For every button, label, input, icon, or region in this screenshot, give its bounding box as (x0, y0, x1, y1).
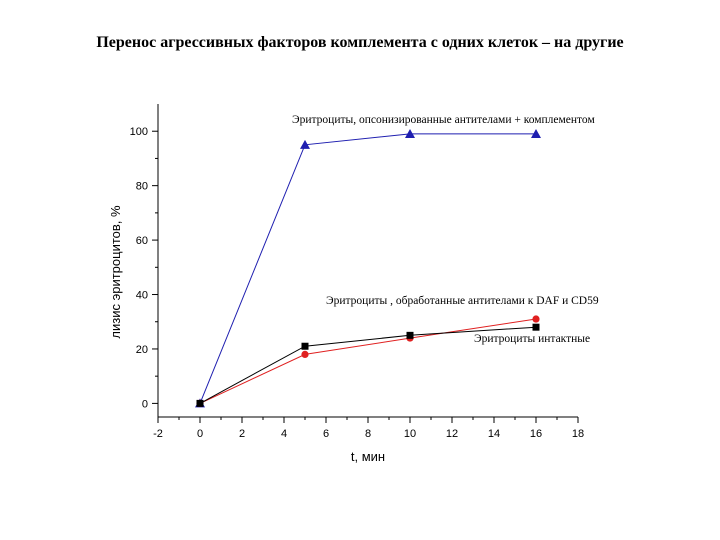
series-2 (196, 315, 540, 407)
x-tick-label: 2 (239, 428, 245, 440)
data-point (300, 139, 310, 149)
slide-title: Перенос агрессивных факторов комплемента… (96, 34, 624, 51)
y-tick-label: 100 (130, 126, 148, 138)
y-tick-label: 60 (136, 235, 148, 247)
x-tick-label: 8 (365, 428, 371, 440)
annotation-daf-cd59: Эритроциты , обработанные антителами к D… (326, 295, 599, 307)
x-tick-label: 16 (530, 428, 542, 440)
y-tick-label: 20 (136, 344, 148, 356)
annotation-opsonized: Эритроциты, опсонизированные антителами … (292, 114, 595, 126)
y-tick-label: 40 (136, 290, 148, 302)
annotation-intact: Эритроциты интактные (474, 333, 590, 345)
x-tick-label: 10 (404, 428, 416, 440)
series-3 (196, 323, 540, 407)
series-line (199, 318, 537, 404)
x-tick-label: 12 (446, 428, 458, 440)
data-point (301, 350, 309, 358)
series-line (199, 133, 536, 404)
x-tick-label: 18 (572, 428, 584, 440)
x-tick-label: 6 (323, 428, 329, 440)
data-point (405, 128, 415, 138)
series-line (199, 326, 537, 404)
axes: -2 0 2 4 6 8 10 12 14 16 18 0 20 40 60 80 100 (130, 104, 584, 440)
series-1 (195, 128, 541, 408)
x-tick-label: 0 (197, 428, 203, 440)
y-tick-label: 80 (136, 181, 148, 193)
y-axis-title: лизис эритроцитов, % (108, 205, 123, 339)
x-axis-title: t, мин (351, 449, 385, 464)
data-point (532, 323, 540, 331)
x-tick-label: 14 (488, 428, 500, 440)
x-tick-label: -2 (153, 428, 163, 440)
data-point (301, 342, 309, 350)
data-point (406, 331, 414, 339)
data-point (531, 128, 541, 138)
data-point (196, 399, 204, 407)
data-point (532, 315, 540, 323)
series-annotations: Эритроциты, опсонизированные антителами … (292, 114, 599, 345)
series-layer (195, 128, 541, 408)
x-tick-label: 4 (281, 428, 287, 440)
y-tick-label: 0 (142, 398, 148, 410)
